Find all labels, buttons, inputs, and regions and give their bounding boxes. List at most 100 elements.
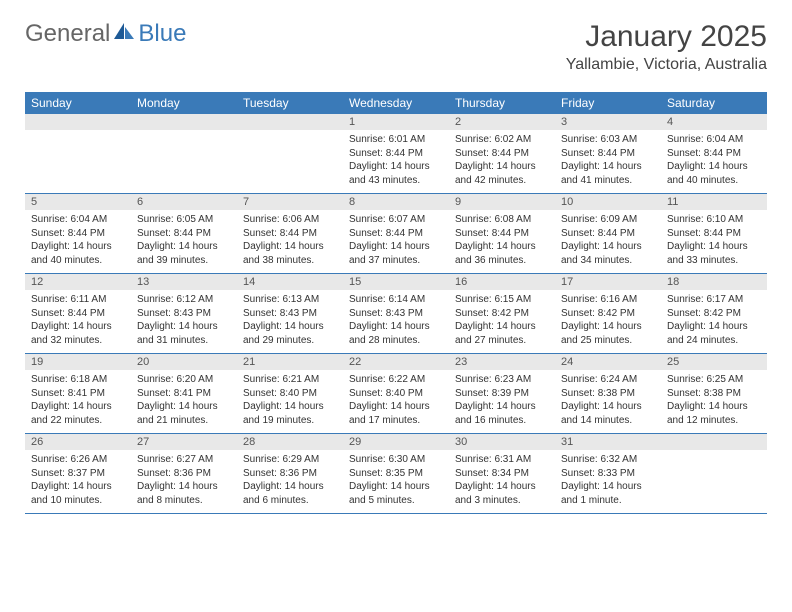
day-number: 10 (555, 194, 661, 210)
sunset-text: Sunset: 8:36 PM (137, 467, 231, 481)
day-body: Sunrise: 6:02 AMSunset: 8:44 PMDaylight:… (449, 130, 555, 193)
daylight-text: Daylight: 14 hours and 40 minutes. (667, 160, 761, 187)
day-body: Sunrise: 6:13 AMSunset: 8:43 PMDaylight:… (237, 290, 343, 353)
day-number: 18 (661, 274, 767, 290)
daylight-text: Daylight: 14 hours and 17 minutes. (349, 400, 443, 427)
header: General Blue January 2025 Yallambie, Vic… (25, 20, 767, 74)
sunrise-text: Sunrise: 6:12 AM (137, 293, 231, 307)
daylight-text: Daylight: 14 hours and 28 minutes. (349, 320, 443, 347)
sunrise-text: Sunrise: 6:21 AM (243, 373, 337, 387)
calendar-body: 1Sunrise: 6:01 AMSunset: 8:44 PMDaylight… (25, 114, 767, 514)
day-cell-18: 18Sunrise: 6:17 AMSunset: 8:42 PMDayligh… (661, 274, 767, 354)
day-number: 20 (131, 354, 237, 370)
day-cell-29: 29Sunrise: 6:30 AMSunset: 8:35 PMDayligh… (343, 434, 449, 514)
day-number: 3 (555, 114, 661, 130)
day-header-row: SundayMondayTuesdayWednesdayThursdayFrid… (25, 92, 767, 114)
daylight-text: Daylight: 14 hours and 42 minutes. (455, 160, 549, 187)
logo: General Blue (25, 20, 186, 48)
daylight-text: Daylight: 14 hours and 41 minutes. (561, 160, 655, 187)
day-number: 21 (237, 354, 343, 370)
sunset-text: Sunset: 8:40 PM (243, 387, 337, 401)
sunset-text: Sunset: 8:43 PM (349, 307, 443, 321)
day-body: Sunrise: 6:31 AMSunset: 8:34 PMDaylight:… (449, 450, 555, 513)
day-cell-24: 24Sunrise: 6:24 AMSunset: 8:38 PMDayligh… (555, 354, 661, 434)
day-number: 25 (661, 354, 767, 370)
daylight-text: Daylight: 14 hours and 12 minutes. (667, 400, 761, 427)
daylight-text: Daylight: 14 hours and 37 minutes. (349, 240, 443, 267)
day-cell-3: 3Sunrise: 6:03 AMSunset: 8:44 PMDaylight… (555, 114, 661, 194)
calendar-table: SundayMondayTuesdayWednesdayThursdayFrid… (25, 92, 767, 514)
daylight-text: Daylight: 14 hours and 38 minutes. (243, 240, 337, 267)
sunrise-text: Sunrise: 6:32 AM (561, 453, 655, 467)
title-block: January 2025 Yallambie, Victoria, Austra… (566, 20, 767, 74)
daylight-text: Daylight: 14 hours and 25 minutes. (561, 320, 655, 347)
sunrise-text: Sunrise: 6:30 AM (349, 453, 443, 467)
sunset-text: Sunset: 8:44 PM (561, 147, 655, 161)
sunrise-text: Sunrise: 6:23 AM (455, 373, 549, 387)
daylight-text: Daylight: 14 hours and 34 minutes. (561, 240, 655, 267)
day-cell-20: 20Sunrise: 6:20 AMSunset: 8:41 PMDayligh… (131, 354, 237, 434)
daylight-text: Daylight: 14 hours and 39 minutes. (137, 240, 231, 267)
day-body: Sunrise: 6:06 AMSunset: 8:44 PMDaylight:… (237, 210, 343, 273)
sunrise-text: Sunrise: 6:04 AM (667, 133, 761, 147)
day-header-monday: Monday (131, 92, 237, 114)
week-row: 5Sunrise: 6:04 AMSunset: 8:44 PMDaylight… (25, 194, 767, 274)
sunset-text: Sunset: 8:42 PM (667, 307, 761, 321)
day-cell-13: 13Sunrise: 6:12 AMSunset: 8:43 PMDayligh… (131, 274, 237, 354)
day-body: Sunrise: 6:14 AMSunset: 8:43 PMDaylight:… (343, 290, 449, 353)
day-number: 5 (25, 194, 131, 210)
sunset-text: Sunset: 8:43 PM (243, 307, 337, 321)
day-cell-17: 17Sunrise: 6:16 AMSunset: 8:42 PMDayligh… (555, 274, 661, 354)
daylight-text: Daylight: 14 hours and 1 minute. (561, 480, 655, 507)
sunrise-text: Sunrise: 6:10 AM (667, 213, 761, 227)
daylight-text: Daylight: 14 hours and 40 minutes. (31, 240, 125, 267)
sunset-text: Sunset: 8:44 PM (667, 147, 761, 161)
daylight-text: Daylight: 14 hours and 43 minutes. (349, 160, 443, 187)
day-number: 16 (449, 274, 555, 290)
day-header-saturday: Saturday (661, 92, 767, 114)
week-row: 12Sunrise: 6:11 AMSunset: 8:44 PMDayligh… (25, 274, 767, 354)
day-body: Sunrise: 6:29 AMSunset: 8:36 PMDaylight:… (237, 450, 343, 513)
day-body: Sunrise: 6:17 AMSunset: 8:42 PMDaylight:… (661, 290, 767, 353)
day-number: 1 (343, 114, 449, 130)
logo-text-b: Blue (138, 20, 186, 48)
sunset-text: Sunset: 8:40 PM (349, 387, 443, 401)
sunset-text: Sunset: 8:44 PM (667, 227, 761, 241)
day-number: 17 (555, 274, 661, 290)
daylight-text: Daylight: 14 hours and 36 minutes. (455, 240, 549, 267)
day-body: Sunrise: 6:12 AMSunset: 8:43 PMDaylight:… (131, 290, 237, 353)
day-cell-27: 27Sunrise: 6:27 AMSunset: 8:36 PMDayligh… (131, 434, 237, 514)
sunset-text: Sunset: 8:44 PM (243, 227, 337, 241)
sunrise-text: Sunrise: 6:08 AM (455, 213, 549, 227)
daylight-text: Daylight: 14 hours and 27 minutes. (455, 320, 549, 347)
day-cell-empty (131, 114, 237, 194)
sunset-text: Sunset: 8:34 PM (455, 467, 549, 481)
day-body: Sunrise: 6:18 AMSunset: 8:41 PMDaylight:… (25, 370, 131, 433)
daylight-text: Daylight: 14 hours and 31 minutes. (137, 320, 231, 347)
sunrise-text: Sunrise: 6:02 AM (455, 133, 549, 147)
day-cell-11: 11Sunrise: 6:10 AMSunset: 8:44 PMDayligh… (661, 194, 767, 274)
daylight-text: Daylight: 14 hours and 22 minutes. (31, 400, 125, 427)
day-cell-21: 21Sunrise: 6:21 AMSunset: 8:40 PMDayligh… (237, 354, 343, 434)
daylight-text: Daylight: 14 hours and 3 minutes. (455, 480, 549, 507)
day-body: Sunrise: 6:11 AMSunset: 8:44 PMDaylight:… (25, 290, 131, 353)
day-body: Sunrise: 6:08 AMSunset: 8:44 PMDaylight:… (449, 210, 555, 273)
daylight-text: Daylight: 14 hours and 24 minutes. (667, 320, 761, 347)
sunrise-text: Sunrise: 6:16 AM (561, 293, 655, 307)
day-number: 27 (131, 434, 237, 450)
day-cell-14: 14Sunrise: 6:13 AMSunset: 8:43 PMDayligh… (237, 274, 343, 354)
sunrise-text: Sunrise: 6:09 AM (561, 213, 655, 227)
month-title: January 2025 (566, 20, 767, 54)
day-number (661, 434, 767, 450)
day-body: Sunrise: 6:09 AMSunset: 8:44 PMDaylight:… (555, 210, 661, 273)
day-body: Sunrise: 6:23 AMSunset: 8:39 PMDaylight:… (449, 370, 555, 433)
day-body (237, 130, 343, 188)
day-number: 22 (343, 354, 449, 370)
day-number: 2 (449, 114, 555, 130)
day-cell-empty (25, 114, 131, 194)
day-cell-7: 7Sunrise: 6:06 AMSunset: 8:44 PMDaylight… (237, 194, 343, 274)
sunset-text: Sunset: 8:35 PM (349, 467, 443, 481)
week-row: 26Sunrise: 6:26 AMSunset: 8:37 PMDayligh… (25, 434, 767, 514)
sunset-text: Sunset: 8:39 PM (455, 387, 549, 401)
daylight-text: Daylight: 14 hours and 32 minutes. (31, 320, 125, 347)
